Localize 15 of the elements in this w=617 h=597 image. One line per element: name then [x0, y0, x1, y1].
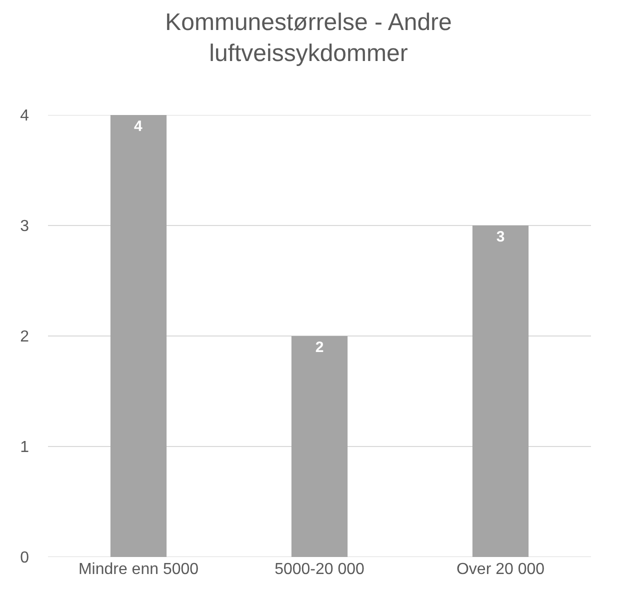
bar	[472, 226, 529, 557]
data-label: 4	[134, 118, 144, 135]
y-tick-label: 0	[20, 550, 30, 567]
bar	[291, 336, 348, 557]
y-tick-label: 2	[20, 328, 30, 346]
y-tick-label: 1	[20, 439, 30, 456]
x-tick-label: 5000-20 000	[274, 561, 365, 578]
y-tick-label: 4	[20, 108, 30, 125]
y-tick-label: 3	[20, 218, 30, 236]
data-label: 2	[315, 339, 324, 356]
data-label: 3	[496, 228, 505, 246]
bar	[110, 115, 167, 557]
x-tick-label: Over 20 000	[456, 561, 545, 578]
x-tick-label: Mindre enn 5000	[78, 561, 199, 578]
chart-title: Kommunestørrelse - Andre luftveissykdommer	[165, 8, 452, 68]
